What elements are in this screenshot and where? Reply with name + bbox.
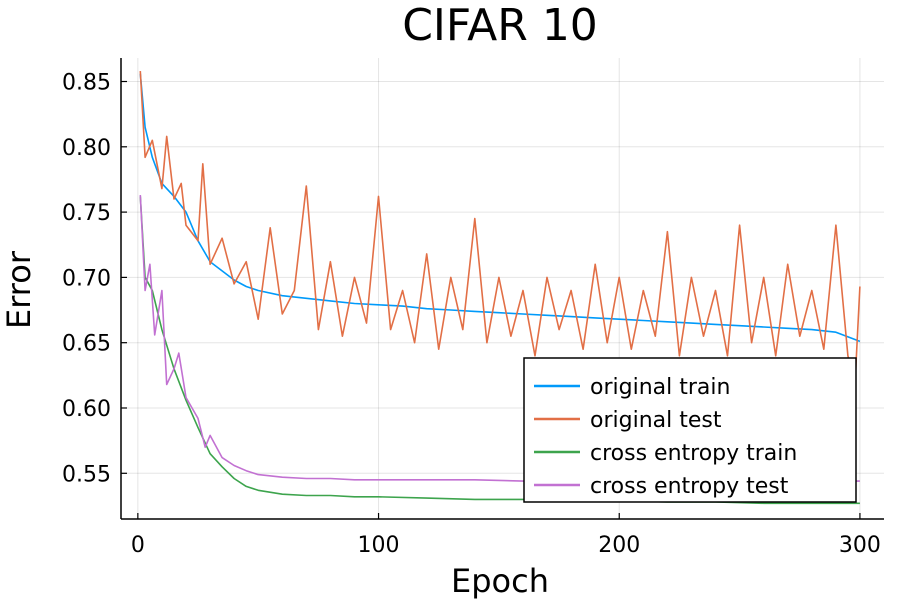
axes-frame — [120, 58, 884, 520]
y-tick-label: 0.80 — [62, 136, 111, 161]
series-line-1 — [139, 71, 861, 383]
y-tick-label: 0.60 — [62, 397, 111, 422]
x-tick-label: 300 — [839, 533, 881, 558]
legend-label: cross entropy train — [590, 441, 797, 466]
y-tick-label: 0.70 — [62, 266, 111, 291]
y-tick-label: 0.75 — [62, 201, 111, 226]
y-tick-label: 0.85 — [62, 71, 111, 96]
ticks: 0 100 200 300 0.55 0.60 0.65 0.70 0.75 0.80 0.85 — [62, 71, 881, 558]
chart-title: CIFAR 10 — [402, 0, 598, 51]
legend-label: cross entropy test — [590, 474, 789, 499]
legend: original train original test cross entropy… — [523, 357, 857, 503]
series-line-0 — [139, 73, 861, 343]
x-axis-label: Epoch — [451, 562, 549, 600]
y-axis-label: Error — [0, 250, 38, 329]
grid — [121, 58, 884, 519]
legend-label: original train — [590, 375, 730, 400]
x-tick-label: 200 — [598, 533, 640, 558]
x-tick-label: 0 — [131, 533, 145, 558]
legend-box — [523, 357, 857, 503]
legend-label: original test — [590, 408, 722, 433]
y-tick-label: 0.65 — [62, 332, 111, 357]
x-tick-label: 100 — [358, 533, 400, 558]
y-tick-label: 0.55 — [62, 462, 111, 487]
